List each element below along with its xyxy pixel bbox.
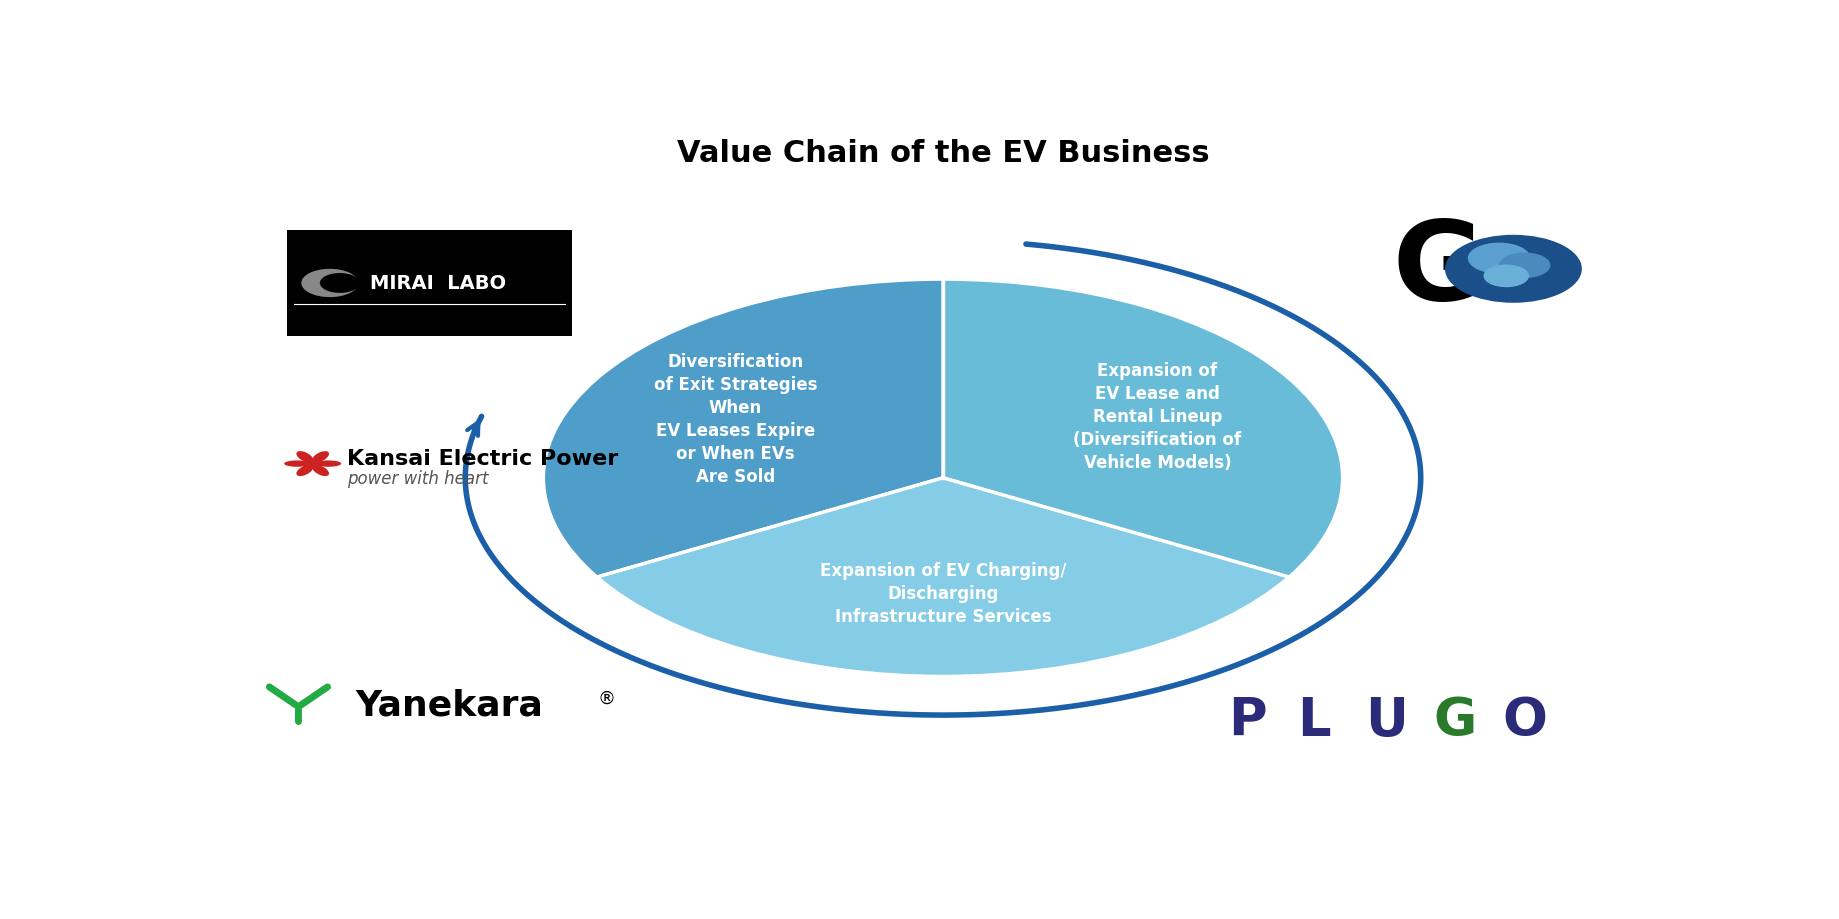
Text: L: L bbox=[1296, 694, 1330, 746]
Circle shape bbox=[1468, 244, 1530, 275]
Text: Yanekara: Yanekara bbox=[355, 687, 543, 721]
Text: Diversification
of Exit Strategies
When
EV Leases Expire
or When EVs
Are Sold: Diversification of Exit Strategies When … bbox=[653, 353, 817, 485]
Circle shape bbox=[1499, 254, 1550, 278]
Wedge shape bbox=[943, 280, 1342, 577]
Text: Expansion of EV Charging/
Discharging
Infrastructure Services: Expansion of EV Charging/ Discharging In… bbox=[820, 562, 1065, 625]
Text: Expansion of
EV Lease and
Rental Lineup
(Diversification of
Vehicle Models): Expansion of EV Lease and Rental Lineup … bbox=[1072, 362, 1241, 471]
Text: Value Chain of the EV Business: Value Chain of the EV Business bbox=[677, 139, 1208, 167]
Wedge shape bbox=[598, 478, 1287, 676]
FancyBboxPatch shape bbox=[287, 231, 572, 336]
Text: G: G bbox=[1433, 694, 1477, 746]
Text: U: U bbox=[1365, 694, 1407, 746]
Text: Kansai Electric Power: Kansai Electric Power bbox=[348, 448, 618, 469]
Circle shape bbox=[320, 274, 360, 293]
Ellipse shape bbox=[313, 451, 329, 463]
Text: power with heart: power with heart bbox=[348, 470, 487, 487]
Text: ®: ® bbox=[598, 688, 616, 707]
Text: O: O bbox=[1501, 694, 1547, 746]
Text: G: G bbox=[1392, 216, 1482, 323]
Wedge shape bbox=[544, 280, 943, 577]
Circle shape bbox=[305, 460, 320, 468]
Ellipse shape bbox=[296, 465, 313, 477]
Circle shape bbox=[1444, 235, 1582, 303]
Text: MIRAI  LABO: MIRAI LABO bbox=[370, 274, 506, 293]
Circle shape bbox=[302, 269, 359, 298]
Ellipse shape bbox=[296, 451, 313, 463]
Circle shape bbox=[1482, 266, 1528, 288]
Ellipse shape bbox=[313, 465, 329, 477]
Ellipse shape bbox=[316, 461, 340, 467]
Ellipse shape bbox=[283, 461, 309, 467]
Text: P: P bbox=[1228, 694, 1265, 746]
